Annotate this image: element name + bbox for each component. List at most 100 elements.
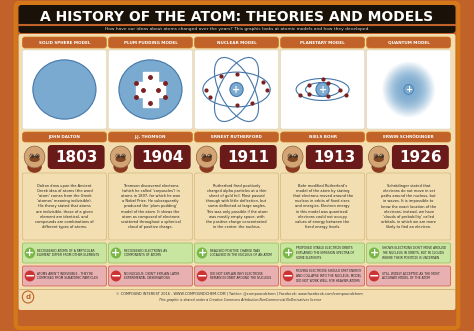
FancyBboxPatch shape: [281, 50, 365, 129]
Circle shape: [404, 84, 413, 94]
Ellipse shape: [200, 161, 214, 173]
FancyBboxPatch shape: [194, 50, 279, 129]
Ellipse shape: [201, 156, 212, 162]
Circle shape: [110, 146, 131, 168]
FancyBboxPatch shape: [22, 173, 107, 240]
Ellipse shape: [374, 156, 384, 162]
FancyBboxPatch shape: [22, 37, 107, 48]
Text: d: d: [26, 294, 31, 300]
Circle shape: [25, 270, 35, 281]
FancyBboxPatch shape: [366, 132, 451, 142]
Text: REALISED POSITIVE CHARGE WAS
LOCALISED IN THE NUCLEUS OF AN ATOM: REALISED POSITIVE CHARGE WAS LOCALISED I…: [210, 249, 271, 258]
Text: ATOMS AREN'T INDIVISIBLE - THEY'RE
COMPOSED FROM SUBATOMIC PARTICLES: ATOMS AREN'T INDIVISIBLE - THEY'RE COMPO…: [37, 272, 99, 280]
FancyBboxPatch shape: [109, 243, 192, 263]
FancyBboxPatch shape: [194, 173, 279, 240]
FancyBboxPatch shape: [306, 145, 363, 169]
Circle shape: [111, 270, 121, 281]
Circle shape: [390, 70, 427, 109]
Circle shape: [111, 248, 121, 259]
FancyBboxPatch shape: [281, 37, 365, 48]
Text: STILL WIDELY ACCEPTED AS THE MOST
ACCURATE MODEL OF THE ATOM: STILL WIDELY ACCEPTED AS THE MOST ACCURA…: [382, 272, 439, 280]
Text: +: +: [319, 84, 327, 94]
Circle shape: [369, 270, 379, 281]
Circle shape: [368, 146, 389, 168]
Circle shape: [404, 84, 414, 95]
Text: +: +: [232, 84, 241, 94]
Text: JOHN DALTON: JOHN DALTON: [48, 135, 81, 139]
Circle shape: [197, 248, 207, 259]
Text: RECOGNISED ELECTRONS AS
COMPONENTS OF ATOMS: RECOGNISED ELECTRONS AS COMPONENTS OF AT…: [124, 249, 167, 258]
Circle shape: [316, 82, 329, 97]
Ellipse shape: [285, 161, 300, 173]
Text: This graphic is shared under a Creative Commons Attribution-NonCommercial-NoDeri: This graphic is shared under a Creative …: [159, 298, 321, 302]
Text: PLUM PUDDING MODEL: PLUM PUDDING MODEL: [124, 40, 177, 44]
Circle shape: [24, 146, 45, 168]
Text: DID NOT EXPLAIN WHY ELECTRONS
REMAIN IN ORBIT AROUND THE NUCLEUS: DID NOT EXPLAIN WHY ELECTRONS REMAIN IN …: [210, 272, 271, 280]
Circle shape: [382, 62, 435, 118]
Circle shape: [230, 82, 243, 97]
Text: Dalton drew upon the Ancient
Greek idea of atoms (the word
'atom' comes from the: Dalton drew upon the Ancient Greek idea …: [35, 184, 94, 229]
Ellipse shape: [372, 161, 386, 173]
Text: Rutherford fired positively
charged alpha particles at a thin
sheet of gold foil: Rutherford fired positively charged alph…: [206, 184, 267, 229]
Text: +: +: [405, 85, 412, 94]
Text: 1911: 1911: [227, 150, 269, 165]
Text: A HISTORY OF THE ATOM: THEORIES AND MODELS: A HISTORY OF THE ATOM: THEORIES AND MODE…: [40, 10, 434, 24]
FancyBboxPatch shape: [22, 132, 107, 142]
Circle shape: [389, 69, 428, 111]
FancyBboxPatch shape: [134, 145, 191, 169]
FancyBboxPatch shape: [194, 243, 279, 263]
Circle shape: [401, 81, 416, 98]
Text: −: −: [369, 269, 379, 282]
Circle shape: [197, 270, 207, 281]
FancyBboxPatch shape: [366, 173, 451, 240]
Text: J.J. THOMSON: J.J. THOMSON: [135, 135, 166, 139]
Text: −: −: [111, 269, 121, 282]
Circle shape: [397, 77, 420, 102]
Text: +: +: [25, 248, 35, 258]
Text: © COMPOUND INTEREST 2016 - WWW.COMPOUNDCHEM.COM | Twitter: @compoundchem | Faceb: © COMPOUND INTEREST 2016 - WWW.COMPOUNDC…: [117, 292, 363, 296]
FancyBboxPatch shape: [194, 37, 279, 48]
FancyBboxPatch shape: [220, 145, 277, 169]
Text: PLANETARY MODEL: PLANETARY MODEL: [300, 40, 345, 44]
Circle shape: [196, 146, 217, 168]
Circle shape: [383, 63, 434, 116]
Text: 1913: 1913: [313, 150, 356, 165]
Circle shape: [406, 87, 411, 92]
FancyBboxPatch shape: [109, 132, 192, 142]
Circle shape: [22, 291, 34, 303]
FancyBboxPatch shape: [109, 37, 192, 48]
Text: ERWIN SCHRÖDINGER: ERWIN SCHRÖDINGER: [383, 135, 434, 139]
FancyBboxPatch shape: [16, 3, 458, 328]
Text: 1904: 1904: [141, 150, 183, 165]
Circle shape: [393, 73, 424, 106]
Text: PROPOSED STABLE ELECTRON ORBITS
EXPLAINED THE EMISSION SPECTRA OF
SOME ELEMENTS: PROPOSED STABLE ELECTRON ORBITS EXPLAINE…: [296, 246, 354, 260]
FancyBboxPatch shape: [22, 50, 107, 129]
Circle shape: [388, 67, 430, 112]
Text: SHOWS ELECTRONS DON'T MOVE AROUND
THE NUCLEUS IN ORBITS, BUT IN CLOUDS
WHERE THE: SHOWS ELECTRONS DON'T MOVE AROUND THE NU…: [382, 246, 446, 260]
Text: Schrödinger stated that
electrons do not move in set
paths around the nucleus, b: Schrödinger stated that electrons do not…: [381, 184, 436, 229]
FancyBboxPatch shape: [194, 132, 279, 142]
Text: Thomson discovered electrons
(which he called 'corpuscles') in
atoms in 1897, fo: Thomson discovered electrons (which he c…: [120, 184, 180, 229]
Text: How have our ideas about atoms changed over the years? This graphic looks at ato: How have our ideas about atoms changed o…: [105, 27, 369, 31]
FancyBboxPatch shape: [392, 145, 449, 169]
Text: +: +: [370, 248, 379, 258]
Ellipse shape: [113, 161, 128, 173]
Circle shape: [405, 86, 412, 93]
Circle shape: [394, 74, 423, 105]
FancyBboxPatch shape: [22, 266, 107, 286]
Text: QUANTUM MODEL: QUANTUM MODEL: [388, 40, 429, 44]
Text: 1926: 1926: [399, 150, 442, 165]
Ellipse shape: [27, 161, 42, 173]
Circle shape: [25, 248, 35, 259]
Text: RECOGNISED ATOMS OF A PARTICULAR
ELEMENT DIFFER FROM OTHER ELEMENTS: RECOGNISED ATOMS OF A PARTICULAR ELEMENT…: [37, 249, 100, 258]
FancyBboxPatch shape: [366, 243, 451, 263]
Circle shape: [400, 80, 418, 99]
FancyBboxPatch shape: [281, 173, 365, 240]
FancyBboxPatch shape: [22, 243, 107, 263]
Text: −: −: [283, 269, 293, 282]
Ellipse shape: [29, 156, 40, 162]
FancyBboxPatch shape: [18, 34, 456, 310]
FancyBboxPatch shape: [366, 266, 451, 286]
Circle shape: [369, 248, 379, 259]
Text: −: −: [197, 269, 207, 282]
